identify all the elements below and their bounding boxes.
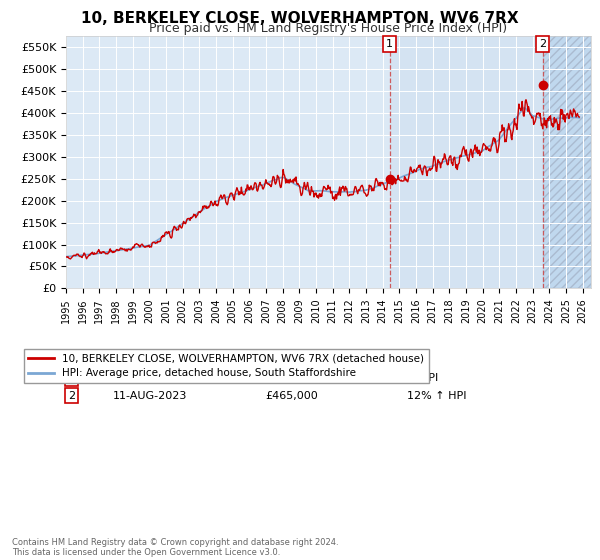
Text: 1: 1 (386, 39, 393, 49)
Text: Contains HM Land Registry data © Crown copyright and database right 2024.
This d: Contains HM Land Registry data © Crown c… (12, 538, 338, 557)
Bar (389, 36, 543, 288)
Text: 12% ↑ HPI: 12% ↑ HPI (407, 390, 467, 400)
Text: 10, BERKELEY CLOSE, WOLVERHAMPTON, WV6 7RX: 10, BERKELEY CLOSE, WOLVERHAMPTON, WV6 7… (81, 11, 519, 26)
Title: Price paid vs. HM Land Registry's House Price Index (HPI): Price paid vs. HM Land Registry's House … (149, 22, 508, 35)
Text: ≈ HPI: ≈ HPI (407, 373, 439, 383)
Bar (543, 36, 591, 288)
Text: 2: 2 (68, 390, 75, 400)
Text: £465,000: £465,000 (265, 390, 318, 400)
Legend: 10, BERKELEY CLOSE, WOLVERHAMPTON, WV6 7RX (detached house), HPI: Average price,: 10, BERKELEY CLOSE, WOLVERHAMPTON, WV6 7… (24, 349, 428, 382)
Text: 28-MAY-2014: 28-MAY-2014 (113, 373, 185, 383)
Bar (543, 36, 591, 288)
Text: 11-AUG-2023: 11-AUG-2023 (113, 390, 188, 400)
Text: £250,000: £250,000 (265, 373, 318, 383)
Text: 2: 2 (539, 39, 547, 49)
Text: 1: 1 (68, 373, 75, 383)
